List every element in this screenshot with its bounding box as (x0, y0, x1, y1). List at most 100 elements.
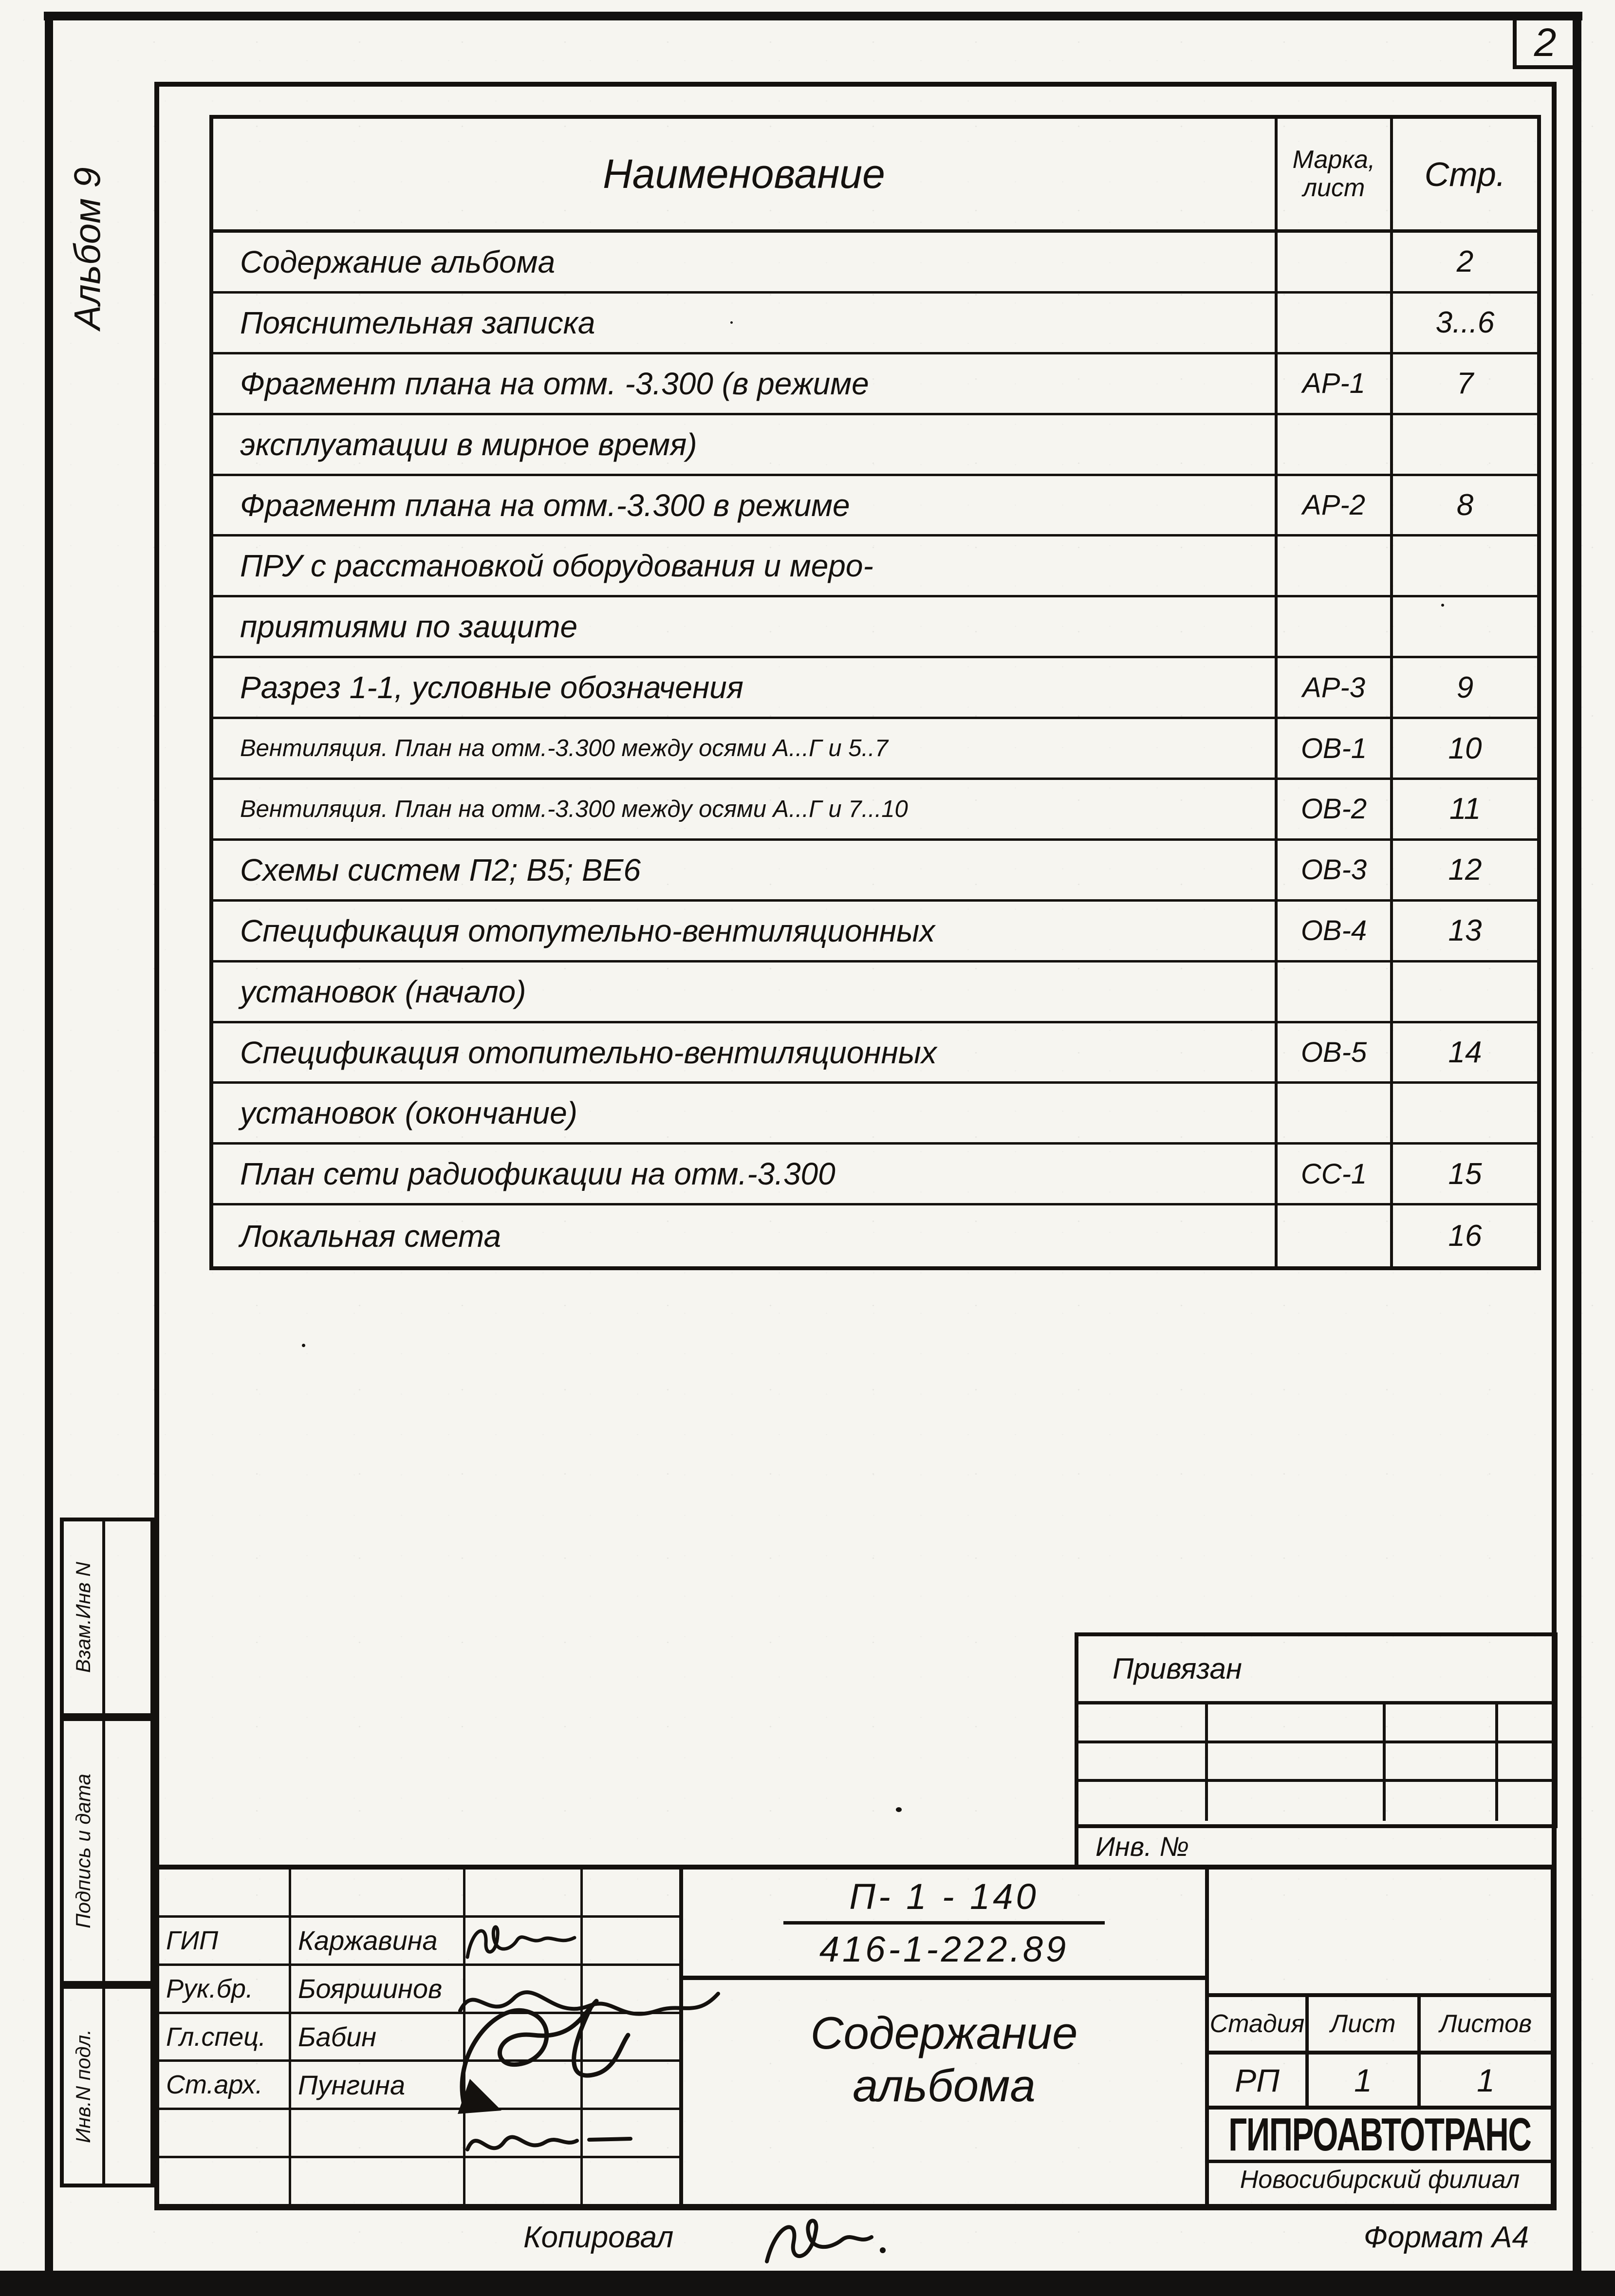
row-page: 7 (1390, 354, 1537, 413)
inventory-number-label: Инв. № (1095, 1831, 1189, 1862)
table-row: Пояснительная записка 3...6 (213, 293, 1537, 354)
table-row: Схемы систем П2; В5; ВЕ6 ОВ-3 12 (213, 840, 1537, 902)
signature-row-empty (159, 2158, 679, 2204)
title-block: ГИП Каржавина Рук.бр. Бояршинов Гл.спец.… (154, 1865, 1556, 2209)
album-label-box: Альбом 9 (44, 97, 131, 399)
table-row: ПРУ с расстановкой оборудования и меро- (213, 537, 1537, 598)
row-mark (1275, 597, 1390, 656)
row-name: Спецификация отопительно-вентиляционных (240, 1035, 937, 1070)
row-mark: АР-1 (1275, 354, 1390, 413)
sheet-label: Лист (1309, 1997, 1421, 2051)
row-name: Фрагмент плана на отм.-3.300 в режиме (240, 487, 850, 523)
row-page: 13 (1390, 901, 1537, 960)
row-page (1390, 962, 1537, 1021)
organization-branch: Новосибирский филиал (1240, 2166, 1520, 2194)
sheet-title-line1: Содержание (810, 2007, 1078, 2058)
row-page: 11 (1390, 780, 1537, 838)
stage-value-row: РП 1 1 (1209, 2055, 1551, 2110)
scan-edge-bottom (0, 2271, 1615, 2296)
table-row: Разрез 1-1, условные обозначения АР-3 9 (213, 658, 1537, 720)
row-page (1390, 1084, 1537, 1143)
document-number-bottom: 416-1-222.89 (819, 1928, 1069, 1969)
signer-name: Бояршинов (291, 1965, 465, 2012)
signature-table: ГИП Каржавина Рук.бр. Бояршинов Гл.спец.… (159, 1870, 683, 2204)
scan-speck (1441, 604, 1444, 607)
sidebar-label: Инв.N подл. (71, 2029, 94, 2143)
signer-name: Каржавина (291, 1917, 465, 1963)
contents-table: Наименование Марка, лист Стр. Содержание… (209, 115, 1541, 1271)
signature-row-gl-spec: Гл.спец. Бабин (159, 2014, 679, 2062)
stage-value: РП (1209, 2055, 1309, 2106)
signature-row-empty (159, 2110, 679, 2159)
row-name: эксплуатации в мирное время) (240, 426, 697, 462)
copied-label: Копировал (523, 2221, 674, 2254)
inventory-number-row: Инв. № (1075, 1828, 1558, 1865)
organization-name: ГИПРОАВТОТРАНС (1228, 2110, 1532, 2161)
sheet-title: Содержание альбома (683, 1980, 1205, 2112)
table-row: Спецификация отопительно-вентиляционных … (213, 1023, 1537, 1084)
row-mark: АР-3 (1275, 658, 1390, 717)
row-name: Фрагмент плана на отм. -3.300 (в режиме (240, 366, 869, 401)
signature-boyarshinov (458, 1990, 720, 2016)
row-page: 2 (1390, 233, 1537, 291)
privyazan-box: Привязан (1075, 1632, 1558, 1828)
row-page: 9 (1390, 658, 1537, 717)
album-label: Альбом 9 (67, 167, 109, 330)
row-mark (1275, 1205, 1390, 1267)
header-name: Наименование (603, 151, 885, 197)
table-row: Спецификация отопутельно-вентиляционных … (213, 901, 1537, 963)
privyazan-title: Привязан (1078, 1636, 1554, 1704)
sheet-value: 1 (1309, 2055, 1421, 2106)
signature-row-empty (159, 1870, 679, 1918)
row-mark: ОВ-1 (1275, 719, 1390, 778)
scan-edge-top (44, 12, 1582, 20)
signature-karzhavina (465, 1925, 576, 1959)
table-row: приятиями по защите (213, 597, 1537, 659)
table-row: эксплуатации в мирное время) (213, 415, 1537, 476)
sidebar-label: Взам.Инв N (71, 1562, 94, 1673)
sheets-value: 1 (1477, 2062, 1495, 2098)
row-name: Вентиляция. План на отм.-3.300 между ося… (240, 735, 888, 762)
sidebar-cell-inv-podl: Инв.N подл. (60, 1985, 154, 2187)
table-row: Локальная смета 16 (213, 1205, 1537, 1267)
format-label: Формат А4 (1363, 2221, 1529, 2254)
row-name: План сети радиофикации на отм.-3.300 (240, 1156, 835, 1192)
fraction-bar (783, 1921, 1105, 1925)
sidebar-label-box: Подпись и дата (64, 1721, 105, 1981)
title-block-middle: П- 1 - 140 416-1-222.89 Содержание альбо… (683, 1870, 1209, 2204)
stage-label: Стадия (1209, 1997, 1309, 2051)
page-number: 2 (1534, 20, 1557, 65)
row-mark: ОВ-2 (1275, 780, 1390, 838)
table-row: установок (окончание) (213, 1084, 1537, 1145)
row-page (1390, 537, 1537, 595)
signature-row-ruk-br: Рук.бр. Бояршинов (159, 1965, 679, 2014)
signer-name: Бабин (291, 2014, 465, 2060)
signer-role: ГИП (159, 1917, 291, 1963)
table-row: установок (начало) (213, 962, 1537, 1023)
document-number-cell: П- 1 - 140 416-1-222.89 (683, 1870, 1205, 1980)
row-name: Пояснительная записка (240, 305, 595, 340)
row-name: установок (окончание) (240, 1095, 577, 1131)
row-mark: ОВ-5 (1275, 1023, 1390, 1082)
row-page: 10 (1390, 719, 1537, 778)
row-page: 14 (1390, 1023, 1537, 1082)
row-name: Содержание альбома (240, 244, 556, 279)
sidebar-label-box: Взам.Инв N (64, 1521, 105, 1713)
row-name: Вентиляция. План на отм.-3.300 между ося… (240, 796, 908, 822)
row-name: установок (начало) (240, 974, 526, 1009)
row-mark: СС-1 (1275, 1145, 1390, 1204)
row-mark (1275, 537, 1390, 595)
row-mark: ОВ-3 (1275, 840, 1390, 899)
row-name: Локальная смета (240, 1218, 501, 1254)
row-page (1390, 597, 1537, 656)
signature-kopiroval (765, 2219, 886, 2263)
table-row: Фрагмент плана на отм. -3.300 (в режиме … (213, 354, 1537, 415)
signature-row-gip: ГИП Каржавина (159, 1917, 679, 1966)
document-number-top: П- 1 - 140 (849, 1876, 1039, 1917)
sidebar-cell-podpis-data: Подпись и дата (60, 1717, 154, 1985)
contents-header-row: Наименование Марка, лист Стр. (213, 119, 1537, 233)
header-mark-line2: лист (1302, 173, 1365, 202)
right-empty-cell (1209, 1870, 1551, 1997)
row-name: приятиями по защите (240, 609, 578, 645)
